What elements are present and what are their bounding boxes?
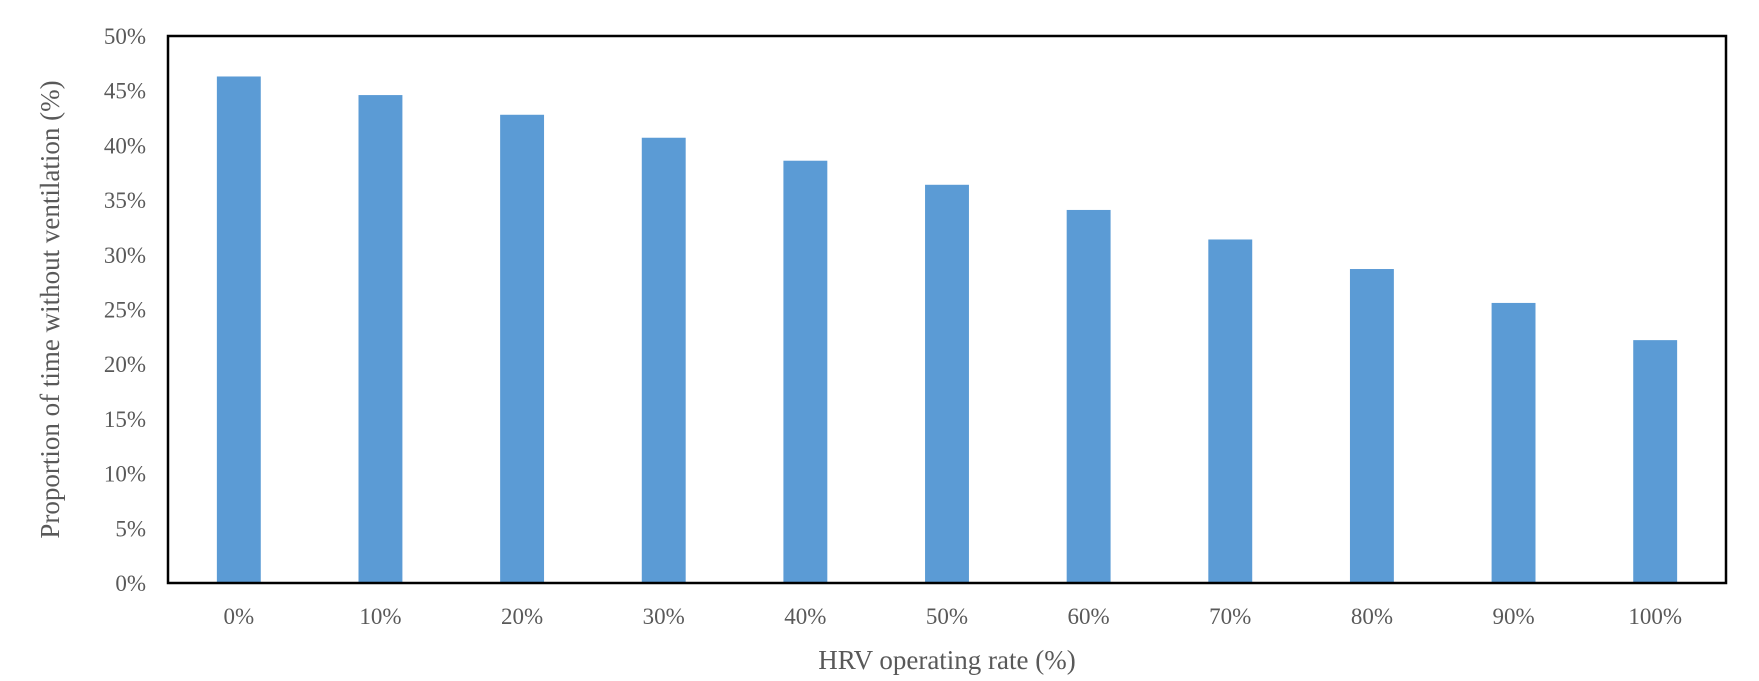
bar-0	[216, 76, 261, 583]
y-tick-label: 50%	[104, 24, 146, 49]
bar-3	[641, 137, 686, 583]
x-axis-title: HRV operating rate (%)	[818, 645, 1076, 675]
x-tick-label: 90%	[1492, 604, 1534, 629]
x-tick-label: 100%	[1628, 604, 1682, 629]
x-tick-label: 60%	[1068, 604, 1110, 629]
y-axis-ticks: 0% 5% 10% 15% 20% 25% 30% 35% 40% 45% 50%	[104, 24, 146, 596]
y-tick-label: 40%	[104, 133, 146, 158]
x-tick-label: 40%	[784, 604, 826, 629]
y-tick-label: 35%	[104, 188, 146, 213]
bar-2	[500, 114, 545, 583]
y-tick-label: 15%	[104, 407, 146, 432]
bars-group	[216, 76, 1678, 584]
bar-7	[1208, 239, 1253, 583]
x-tick-label: 30%	[643, 604, 685, 629]
x-tick-label: 20%	[501, 604, 543, 629]
bar-6	[1066, 209, 1111, 584]
x-tick-label: 70%	[1209, 604, 1251, 629]
x-tick-label: 50%	[926, 604, 968, 629]
y-tick-label: 25%	[104, 298, 146, 323]
y-tick-label: 5%	[115, 516, 146, 541]
y-tick-label: 45%	[104, 79, 146, 104]
bar-10	[1633, 340, 1678, 583]
x-tick-label: 10%	[359, 604, 401, 629]
plot-area-frame	[166, 34, 1728, 585]
y-axis-title: Proportion of time without ventilation (…	[35, 80, 65, 538]
x-axis-ticks: 0% 10% 20% 30% 40% 50% 60% 70% 80% 90% 100%	[223, 604, 1682, 629]
bar-8	[1349, 269, 1394, 583]
y-tick-label: 20%	[104, 352, 146, 377]
x-tick-label: 80%	[1351, 604, 1393, 629]
bar-9	[1491, 302, 1536, 583]
bar-1	[358, 95, 403, 584]
bar-4	[783, 160, 828, 583]
y-tick-label: 0%	[115, 571, 146, 596]
y-tick-label: 10%	[104, 462, 146, 487]
bar-5	[925, 184, 969, 583]
y-tick-label: 30%	[104, 243, 146, 268]
x-tick-label: 0%	[223, 604, 254, 629]
